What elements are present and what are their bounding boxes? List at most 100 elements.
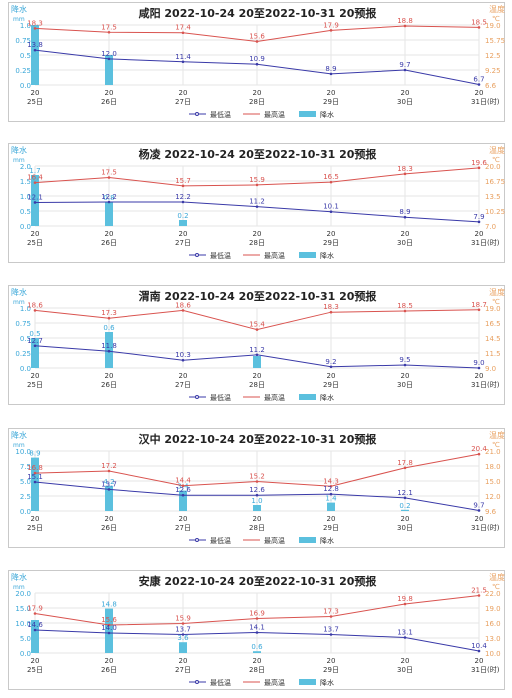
chart-title: 咸阳 2022-10-24 20至2022-10-31 20预报 [139, 6, 378, 20]
min-temp-point [255, 62, 259, 66]
x-hour-label: 20 [253, 89, 262, 97]
x-day-label: 25日 [27, 524, 43, 532]
forecast-panel-ankang: 安康 2022-10-24 20至2022-10-31 20预报 降水 mm 温度 ℃ 0… [8, 570, 505, 690]
time-unit-label: (时) [487, 380, 500, 389]
min-temp-data-label: 12.2 [175, 193, 191, 201]
temp-tick-label: 13.5 [485, 193, 501, 201]
legend-min-label: 最低温 [210, 678, 231, 687]
x-hour-label: 20 [105, 230, 114, 238]
rain-tick-label: 15.0 [15, 605, 31, 613]
max-temp-data-label: 17.9 [27, 605, 43, 613]
legend-max-label: 最高温 [264, 393, 285, 402]
min-temp-data-label: 8.9 [399, 208, 410, 216]
legend-min-marker [195, 538, 199, 542]
max-temp-data-label: 15.4 [249, 321, 265, 329]
forecast-panel-weinan: 渭南 2022-10-24 20至2022-10-31 20预报 降水 mm 温度 ℃ 0… [8, 285, 505, 405]
rain-tick-label: 0.0 [20, 223, 31, 231]
x-day-label: 27日 [175, 381, 191, 389]
rain-tick-label: 1.5 [20, 178, 31, 186]
max-temp-data-label: 20.4 [471, 445, 487, 453]
x-hour-label: 20 [475, 89, 484, 97]
max-temp-point [403, 172, 407, 176]
max-temp-data-label: 16.4 [27, 174, 43, 182]
x-hour-label: 20 [105, 515, 114, 523]
temp-tick-label: 7.0 [485, 223, 496, 231]
min-temp-data-label: 10.1 [323, 203, 339, 211]
min-temp-point [107, 631, 111, 635]
x-hour-label: 20 [179, 657, 188, 665]
rain-tick-label: 0.0 [20, 365, 31, 373]
x-day-label: 29日 [323, 381, 339, 389]
temp-tick-label: 18.0 [485, 463, 501, 471]
x-hour-label: 20 [179, 89, 188, 97]
rain-axis-unit: mm [13, 157, 25, 164]
chart-title: 汉中 2022-10-24 20至2022-10-31 20预报 [139, 432, 378, 446]
min-temp-point [181, 633, 185, 636]
x-day-label: 28日 [249, 666, 265, 674]
max-temp-point [329, 310, 333, 314]
x-hour-label: 20 [327, 515, 336, 523]
max-temp-point [403, 602, 407, 606]
x-day-label: 26日 [101, 381, 117, 389]
temp-axis-label: 温度 [489, 572, 505, 582]
min-temp-point [477, 509, 481, 512]
min-temp-point [403, 636, 407, 639]
min-temp-point [107, 200, 111, 204]
rain-tick-label: 10.0 [15, 620, 31, 628]
max-temp-point [255, 480, 259, 483]
rain-bar [327, 502, 335, 511]
rain-bar [105, 485, 113, 511]
min-temp-point [107, 488, 111, 491]
rain-data-label: 0.6 [103, 324, 115, 332]
rain-data-label: 0.2 [399, 502, 410, 510]
max-temp-point [255, 183, 259, 187]
temp-tick-label: 19.0 [485, 305, 501, 313]
temp-axis-unit: ℃ [492, 156, 500, 164]
temp-tick-label: 21.0 [485, 448, 501, 456]
min-temp-data-label: 15.1 [27, 473, 43, 481]
min-temp-point [403, 215, 407, 219]
forecast-chart: 咸阳 2022-10-24 20至2022-10-31 20预报降水mm温度℃0… [11, 4, 505, 119]
max-temp-point [477, 26, 481, 29]
x-hour-label: 20 [327, 89, 336, 97]
max-temp-data-label: 17.5 [101, 169, 117, 177]
x-day-label: 26日 [101, 666, 117, 674]
rain-bar [253, 356, 261, 368]
rain-bar [31, 25, 39, 85]
max-temp-point [329, 615, 333, 618]
temp-tick-label: 15.75 [485, 37, 505, 45]
x-day-label: 27日 [175, 666, 191, 674]
max-temp-data-label: 15.9 [175, 615, 191, 623]
rain-bar [179, 220, 187, 226]
max-temp-point [329, 484, 333, 488]
min-temp-data-label: 10.3 [175, 351, 191, 359]
min-temp-point [329, 492, 333, 496]
max-temp-data-label: 17.5 [101, 23, 117, 31]
max-temp-point [33, 309, 37, 312]
x-hour-label: 20 [31, 515, 40, 523]
max-temp-point [107, 469, 111, 473]
max-temp-data-label: 15.9 [249, 176, 265, 184]
temp-tick-label: 10.25 [485, 208, 505, 216]
max-temp-point [255, 40, 259, 43]
max-temp-data-label: 15.7 [175, 177, 191, 185]
chart-title: 杨凌 2022-10-24 20至2022-10-31 20预报 [139, 147, 378, 161]
rain-tick-label: 0.0 [20, 650, 31, 658]
min-temp-point [477, 366, 481, 370]
legend-min-marker [195, 680, 199, 684]
min-temp-data-label: 13.7 [175, 626, 191, 634]
min-temp-point [107, 349, 111, 353]
temp-axis-unit: ℃ [492, 441, 500, 449]
rain-data-label: 1.7 [29, 167, 40, 175]
legend-rain-label: 降水 [320, 251, 334, 260]
min-temp-point [329, 633, 333, 636]
legend-rain-swatch [299, 111, 316, 117]
rain-axis-unit: mm [13, 299, 25, 306]
min-temp-point [329, 72, 333, 76]
x-hour-label: 20 [31, 89, 40, 97]
min-temp-point [255, 353, 259, 357]
max-temp-data-label: 18.7 [471, 301, 487, 309]
rain-axis-unit: mm [13, 442, 25, 449]
min-temp-data-label: 11.2 [249, 198, 265, 206]
rain-tick-label: 0.25 [15, 67, 31, 75]
